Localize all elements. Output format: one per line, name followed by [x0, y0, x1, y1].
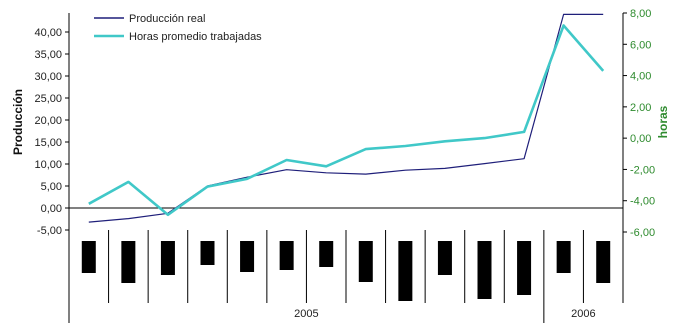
category-label-block — [319, 241, 334, 267]
category-label-block — [160, 241, 175, 275]
right-tick-label: 0,00 — [630, 133, 651, 145]
left-axis-ticks: -5,00 0,00 5,00 10,00 15,00 20,00 25,00 30,00 35… — [34, 27, 69, 237]
right-tick-label: -2,00 — [630, 164, 655, 176]
right-tick-label: 6,00 — [630, 39, 651, 51]
legend: Producción real Horas promedio trabajadas — [94, 13, 262, 43]
left-tick-label: 20,00 — [34, 115, 62, 127]
year-label: 2005 — [294, 308, 318, 320]
category-label-block — [517, 241, 532, 295]
axis-lines — [68, 13, 624, 323]
category-label-block — [240, 241, 255, 272]
category-label-blocks — [81, 241, 611, 301]
right-axis-title: horas — [656, 105, 670, 138]
category-label-block — [477, 241, 492, 299]
left-tick-label: 15,00 — [34, 137, 62, 149]
right-tick-label: -6,00 — [630, 227, 655, 239]
right-tick-label: -4,00 — [630, 196, 655, 208]
category-label-block — [398, 241, 413, 301]
right-axis-ticks: -6,00 -4,00 -2,00 0,00 2,00 4,00 6,00 8,00 — [623, 8, 655, 239]
right-tick-label: 8,00 — [630, 8, 651, 20]
series-line-horas — [88, 24, 605, 217]
left-axis-title: Producción — [11, 89, 25, 155]
left-tick-label: 25,00 — [34, 93, 62, 105]
year-labels: 2005 2006 — [294, 308, 595, 320]
category-label-block — [81, 241, 96, 273]
year-label: 2006 — [571, 308, 595, 320]
left-tick-label: 40,00 — [34, 27, 62, 39]
series-layer — [88, 13, 605, 223]
left-tick-label: -5,00 — [37, 225, 62, 237]
category-label-block — [279, 241, 294, 270]
left-tick-label: 30,00 — [34, 71, 62, 83]
left-tick-label: 10,00 — [34, 159, 62, 171]
category-label-block — [556, 241, 571, 273]
left-tick-label: 35,00 — [34, 49, 62, 61]
category-label-block — [121, 241, 136, 283]
category-label-block — [437, 241, 452, 275]
category-label-block — [200, 241, 215, 265]
category-label-block — [358, 241, 373, 282]
legend-label: Horas promedio trabajadas — [129, 31, 262, 43]
right-tick-label: 4,00 — [630, 71, 651, 83]
left-tick-label: 0,00 — [41, 203, 62, 215]
series-line-produccion — [88, 13, 604, 223]
left-tick-label: 5,00 — [41, 181, 62, 193]
category-label-block — [596, 241, 611, 283]
right-tick-label: 2,00 — [630, 102, 651, 114]
legend-label: Producción real — [129, 13, 205, 25]
